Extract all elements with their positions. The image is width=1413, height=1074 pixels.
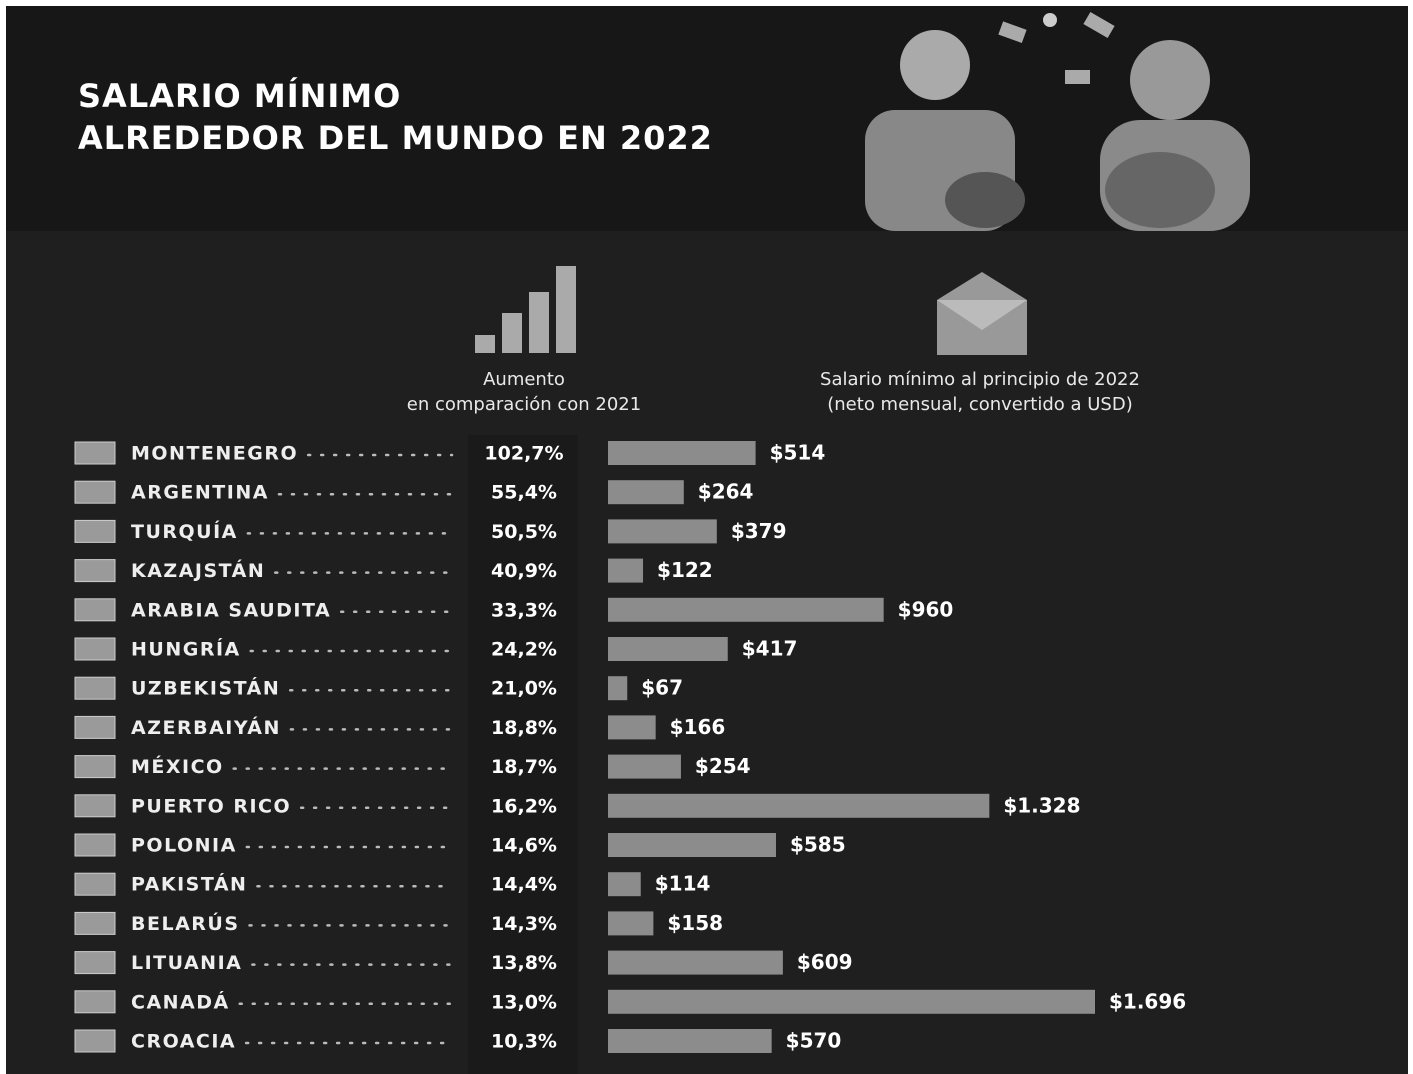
flag [74,951,116,975]
envelope-icon [937,272,1027,355]
increase-label: 14,4% [491,874,557,896]
bar [608,872,641,897]
increase-header: en comparación con 2021 [407,394,641,415]
country-name: UZBEKISTÁN [131,677,280,700]
country-name: LITUANIA [131,952,242,974]
country-name: MÉXICO [131,755,224,778]
value-label: $570 [786,1029,842,1053]
increase-label: 13,0% [491,991,557,1013]
title-line: SALARIO MÍNIMO [78,77,401,115]
value-label: $67 [641,676,683,700]
country-name: POLONIA [131,835,237,857]
increase-label: 33,3% [491,599,557,621]
bar [608,793,990,818]
value-header: Salario mínimo al principio de 2022 [820,369,1140,390]
increase-column-band [468,435,578,1074]
value-label: $609 [797,950,853,974]
increase-label: 13,8% [491,952,557,974]
flag [74,990,116,1014]
value-header: (neto mensual, convertido a USD) [827,394,1132,415]
bar [608,833,776,857]
flag [74,519,116,543]
bar [608,1029,772,1053]
country-name: HUNGRÍA [131,638,241,661]
country-name: CANADÁ [131,990,230,1013]
illustration [865,11,1250,231]
flag [74,833,116,857]
flag [74,676,116,700]
value-label: $254 [695,754,751,778]
increase-label: 55,4% [491,482,557,504]
value-label: $158 [667,911,723,935]
flag [74,715,116,739]
country-name: MONTENEGRO [131,443,298,465]
flag [74,441,116,465]
value-label: $122 [657,558,713,582]
country-name: KAZAJSTÁN [131,559,265,582]
title-line: ALREDEDOR DEL MUNDO EN 2022 [78,119,713,157]
increase-label: 14,6% [491,835,557,857]
increase-label: 24,2% [491,639,557,661]
flag [74,794,116,818]
bar [608,989,1095,1014]
flag [74,598,116,622]
value-label: $585 [790,833,846,857]
increase-label: 102,7% [484,443,563,465]
bar [608,558,644,583]
value-label: $514 [770,441,826,465]
flag [74,1029,116,1053]
bar [608,715,656,740]
value-label: $166 [670,715,726,739]
value-label: $114 [655,872,711,896]
country-name: ARABIA SAUDITA [131,599,331,621]
bar [608,597,884,622]
country-name: ARGENTINA [131,482,269,504]
bar [608,637,728,661]
flag [74,755,116,779]
bar [608,911,654,936]
value-label: $417 [742,637,798,661]
value-label: $264 [698,480,754,504]
increase-label: 18,7% [491,756,557,778]
increase-label: 18,8% [491,717,557,739]
flag [74,559,116,583]
increase-header: Aumento [483,369,565,390]
value-label: $1.696 [1109,989,1186,1013]
increase-label: 50,5% [491,521,557,543]
value-label: $379 [731,519,787,543]
bar-icon [475,266,576,353]
country-name: PAKISTÁN [131,873,247,896]
bar [608,480,684,505]
increase-label: 16,2% [491,795,557,817]
flag [74,637,116,661]
country-name: TURQUÍA [131,520,238,543]
flag [74,911,116,935]
country-name: BELARÚS [131,911,240,935]
bar [608,676,628,701]
flag [74,872,116,896]
flag [74,480,116,504]
increase-label: 21,0% [491,678,557,700]
bar [608,441,756,465]
bar [608,519,717,544]
country-name: CROACIA [131,1031,236,1053]
bar [608,950,783,975]
increase-label: 14,3% [491,913,557,935]
value-label: $960 [898,597,954,621]
country-name: PUERTO RICO [131,795,291,817]
value-label: $1.328 [1003,793,1080,817]
increase-label: 10,3% [491,1031,557,1053]
bar [608,754,681,779]
increase-label: 40,9% [491,560,557,582]
country-name: AZERBAIYÁN [131,716,281,739]
